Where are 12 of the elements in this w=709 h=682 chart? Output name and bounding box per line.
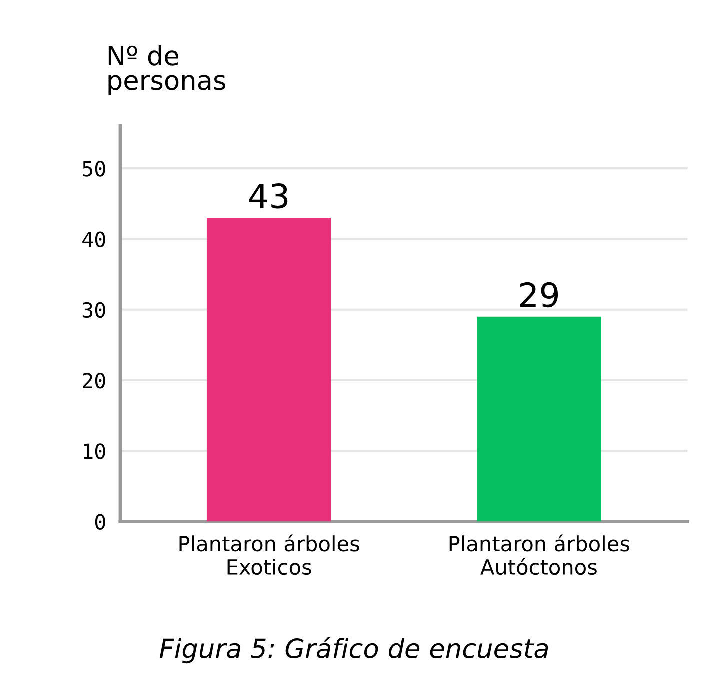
y-axis-title: Nº de personas [108,45,226,96]
y-tick-label: 40 [82,232,106,248]
y-tick-label: 30 [82,302,106,318]
y-tick-label: 0 [95,514,106,530]
data-label: 43 [250,184,288,209]
y-tick-label: 10 [84,444,106,460]
x-tick-label: Plantaron árboles Exoticos [180,534,360,576]
y-tick-label: 20 [83,372,106,389]
data-label: 29 [520,282,558,308]
y-tick-label: 50 [83,161,106,177]
text: Figura 5: Gráfico de encuesta [160,637,548,664]
x-tick-label: Plantaron árboles Autóctonos [450,534,630,576]
